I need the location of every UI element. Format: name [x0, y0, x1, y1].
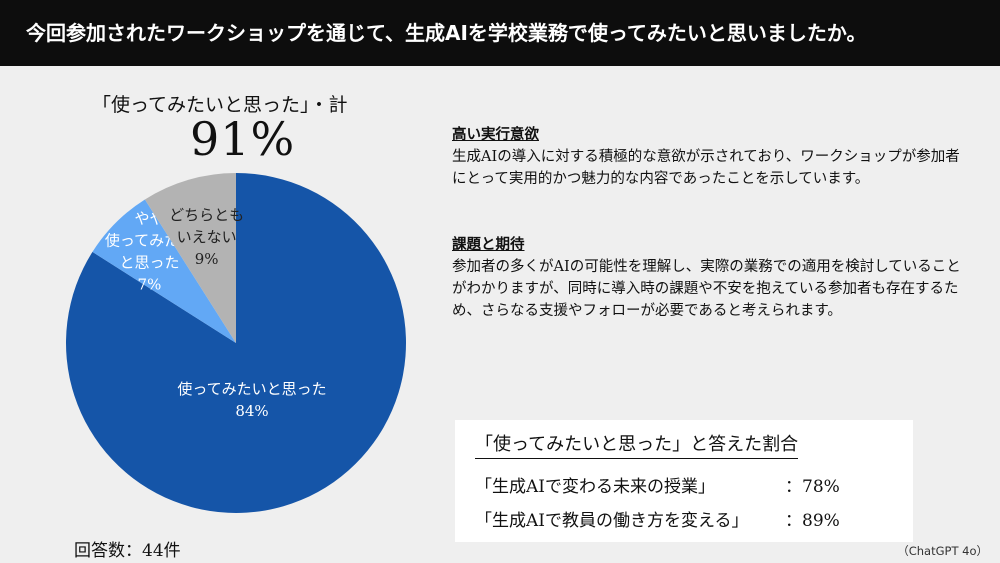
ratio-row-label: 「生成AIで教員の働き方を変える」 [475, 511, 749, 531]
slice-percent-label: 7% [138, 275, 162, 293]
slice-undecided [144, 173, 236, 343]
slice-label-line: と思った [119, 253, 179, 271]
headline-label: 「使ってみたいと思った」・計 [92, 94, 348, 116]
section-heading: 課題と期待 [452, 236, 525, 253]
slice-label-line: 使ってみたいと思った [177, 380, 326, 398]
slice-percent-label: 84% [235, 402, 268, 420]
ratio-box: 「使ってみたいと思った」と答えた割合 「生成AIで変わる未来の授業」 ：78% … [455, 420, 913, 542]
source-note: （ChatGPT 4o） [897, 544, 988, 558]
slice-label-line: いえない [177, 228, 237, 246]
section-challenges: 課題と期待 参加者の多くがAIの可能性を理解し、実際の業務での適用を検討している… [452, 234, 972, 322]
section-body: 生成AIの導入に対する積極的な意欲が示されており、ワークショップが参加者にとって… [452, 149, 960, 187]
section-high-motivation: 高い実行意欲 生成AIの導入に対する積極的な意欲が示されており、ワークショップが… [452, 124, 972, 190]
section-heading: 高い実行意欲 [452, 126, 539, 143]
ratio-row-value: ：78% [785, 477, 840, 497]
slice-label-line: どちらとも [169, 206, 244, 224]
page-title: 今回参加されたワークショップを通じて、生成AIを学校業務で使ってみたいと思いまし… [0, 0, 1000, 66]
ratio-title: 「使ってみたいと思った」と答えた割合 [475, 430, 799, 459]
pie-chart: 使ってみたいと思った 84%やや使ってみたいと思った 7%どちらともいえない 9% [66, 173, 406, 513]
respondent-count: 回答数：44件 [74, 541, 181, 561]
section-body: 参加者の多くがAIの可能性を理解し、実際の業務での適用を検討していることがわかり… [452, 259, 961, 319]
ratio-row-value: ：89% [785, 511, 840, 531]
ratio-row-label: 「生成AIで変わる未来の授業」 [475, 477, 715, 497]
slice-label: 使ってみたいと思った 84% [177, 380, 326, 420]
slice-percent-label: 9% [195, 250, 219, 268]
headline-value: 91% [190, 112, 296, 166]
slice-label: どちらともいえない 9% [169, 206, 244, 268]
slice-somewhat-want [92, 199, 236, 343]
